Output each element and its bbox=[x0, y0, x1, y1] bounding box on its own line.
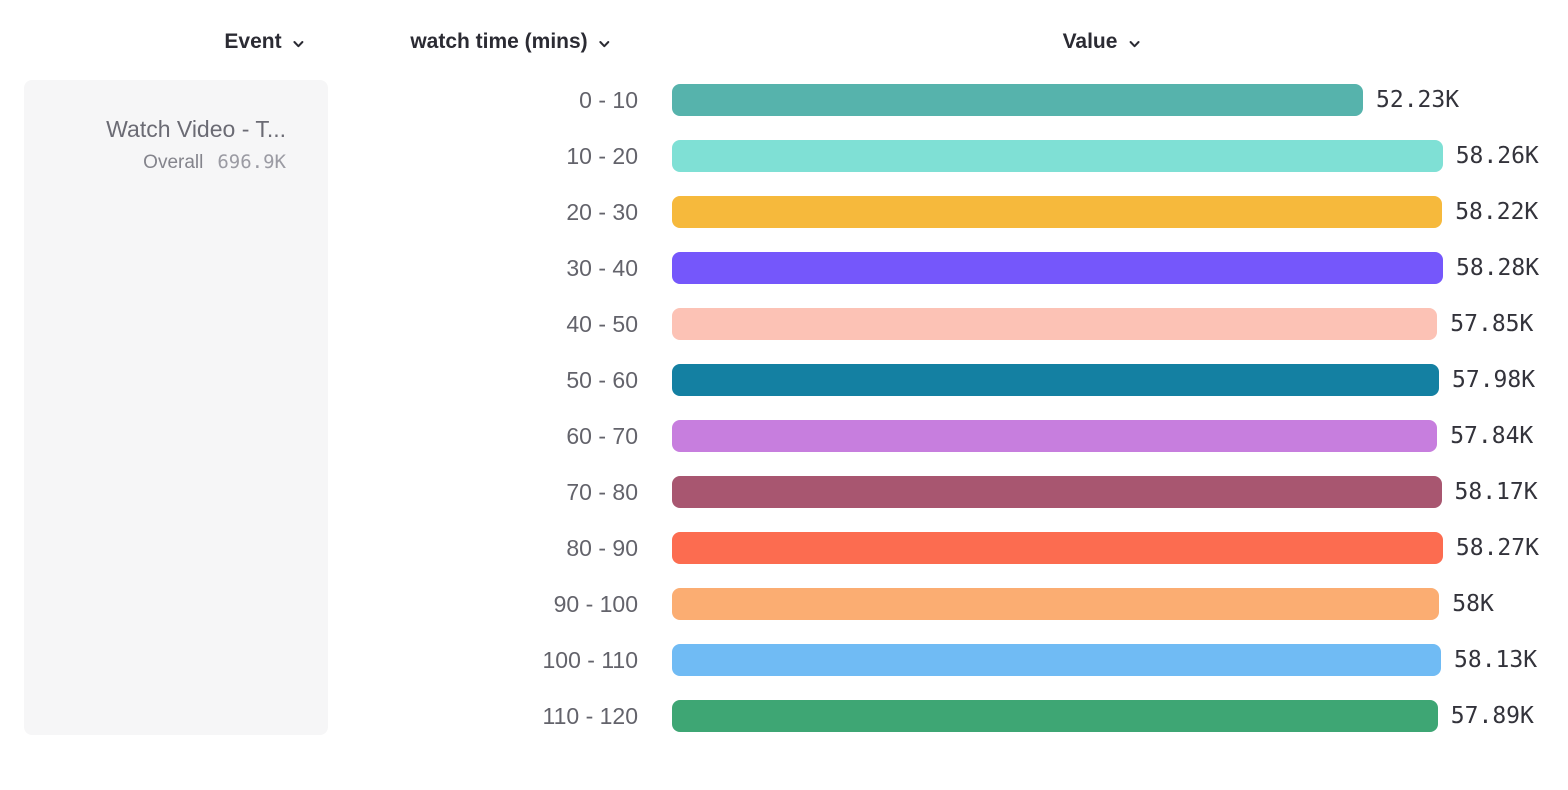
overall-label: Overall bbox=[143, 152, 204, 173]
value-label: 52.23K bbox=[1376, 87, 1460, 113]
bar[interactable] bbox=[672, 700, 1438, 732]
category-label: 40 - 50 bbox=[566, 311, 638, 337]
chevron-down-icon bbox=[1129, 40, 1140, 47]
category-label: 110 - 120 bbox=[542, 703, 638, 729]
category-label: 0 - 10 bbox=[579, 87, 638, 113]
value-label: 58.13K bbox=[1454, 647, 1538, 673]
column-header-value[interactable]: Value bbox=[1063, 27, 1142, 57]
bar-row: 20 - 30 58.22K bbox=[0, 196, 1568, 228]
event-panel[interactable]: Watch Video - T... Overall 696.9K bbox=[24, 80, 328, 735]
bar-row: 90 - 100 58K bbox=[0, 588, 1568, 620]
category-label: 90 - 100 bbox=[553, 591, 638, 617]
bar[interactable] bbox=[672, 252, 1443, 284]
value-label: 58.27K bbox=[1455, 535, 1539, 561]
bar-row: 70 - 80 58.17K bbox=[0, 476, 1568, 508]
category-label: 20 - 30 bbox=[566, 199, 638, 225]
bar[interactable] bbox=[672, 140, 1443, 172]
column-header-value-label: Value bbox=[1062, 30, 1118, 53]
category-label: 30 - 40 bbox=[566, 255, 638, 281]
bar[interactable] bbox=[672, 308, 1438, 340]
bar-row: 10 - 20 58.26K bbox=[0, 140, 1568, 172]
value-label: 58.17K bbox=[1454, 479, 1538, 505]
category-label: 50 - 60 bbox=[566, 367, 638, 393]
category-label: 80 - 90 bbox=[566, 535, 638, 561]
bar-row: 80 - 90 58.27K bbox=[0, 532, 1568, 564]
category-label: 100 - 110 bbox=[542, 647, 638, 673]
column-header-event[interactable]: Event bbox=[224, 27, 305, 57]
value-label: 58.26K bbox=[1455, 143, 1539, 169]
overall-value: 696.9K bbox=[217, 151, 286, 173]
bar[interactable] bbox=[672, 588, 1440, 620]
bar[interactable] bbox=[672, 644, 1441, 676]
bar[interactable] bbox=[672, 532, 1443, 564]
chevron-down-icon bbox=[599, 40, 610, 47]
bar-row: 60 - 70 57.84K bbox=[0, 420, 1568, 452]
overall-row: Overall 696.9K bbox=[24, 151, 286, 174]
bar-row: 110 - 120 57.89K bbox=[0, 700, 1568, 732]
bar-row: 40 - 50 57.85K bbox=[0, 308, 1568, 340]
value-label: 57.85K bbox=[1450, 311, 1534, 337]
bar-row: 50 - 60 57.98K bbox=[0, 364, 1568, 396]
category-label: 10 - 20 bbox=[566, 143, 638, 169]
bar-row: 100 - 110 58.13K bbox=[0, 644, 1568, 676]
value-label: 58.28K bbox=[1456, 255, 1540, 281]
bar[interactable] bbox=[672, 84, 1363, 116]
value-label: 57.98K bbox=[1452, 367, 1536, 393]
category-label: 60 - 70 bbox=[566, 423, 638, 449]
column-header-event-label: Event bbox=[224, 30, 282, 53]
bar[interactable] bbox=[672, 476, 1442, 508]
bar-row: 30 - 40 58.28K bbox=[0, 252, 1568, 284]
chevron-down-icon bbox=[293, 40, 304, 47]
value-label: 57.89K bbox=[1450, 703, 1534, 729]
bar[interactable] bbox=[672, 364, 1439, 396]
column-header-breakdown[interactable]: watch time (mins) bbox=[410, 27, 611, 57]
category-label: 70 - 80 bbox=[566, 479, 638, 505]
bar-row: 0 - 10 52.23K bbox=[0, 84, 1568, 116]
value-label: 58.22K bbox=[1455, 199, 1539, 225]
value-label: 57.84K bbox=[1450, 423, 1534, 449]
value-label: 58K bbox=[1452, 591, 1494, 617]
event-name[interactable]: Watch Video - T... bbox=[106, 116, 286, 142]
bar[interactable] bbox=[672, 420, 1438, 452]
bar[interactable] bbox=[672, 196, 1443, 228]
column-header-breakdown-label: watch time (mins) bbox=[410, 30, 588, 53]
